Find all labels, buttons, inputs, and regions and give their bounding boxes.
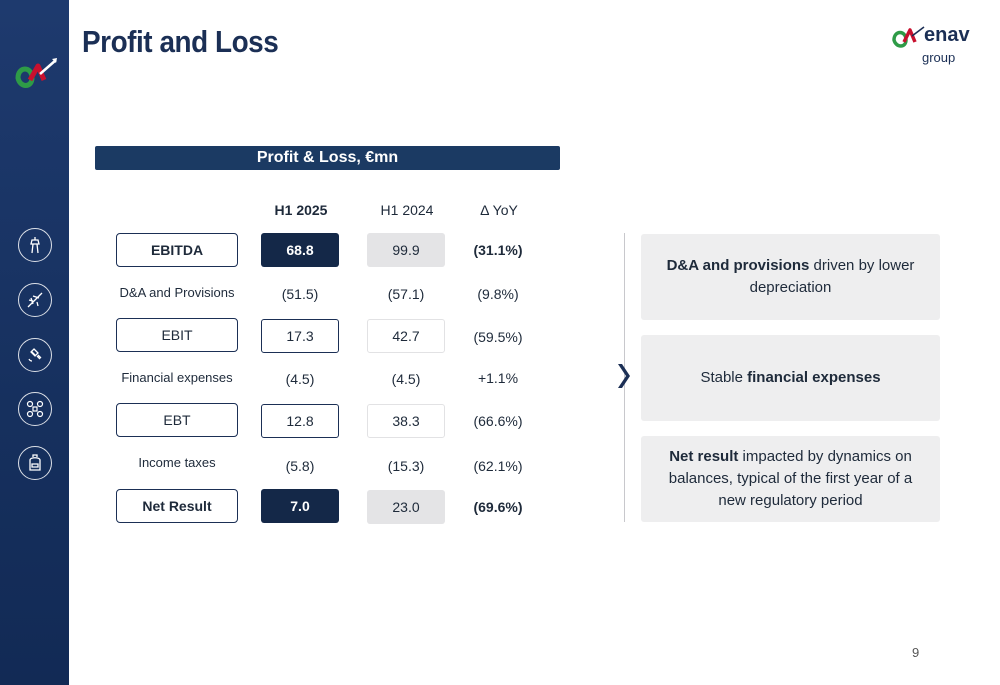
satellite-icon (18, 338, 52, 372)
cell-da-yoy: (9.8%) (477, 286, 519, 302)
note-bold-text: D&A and provisions (666, 257, 810, 274)
cell-finexp-yoy: +1.1% (477, 370, 519, 386)
row-label-da-provisions: D&A and Provisions (119, 285, 235, 300)
cell-taxes-yoy: (62.1%) (473, 458, 523, 474)
row-label-net-result: Net Result (116, 489, 238, 523)
section-header: Profit & Loss, €mn (95, 146, 560, 170)
column-header-h1-2025: H1 2025 (274, 202, 328, 218)
cell-ebitda-h1-2025: 68.8 (261, 233, 339, 267)
row-label-financial-expenses: Financial expenses (121, 370, 233, 385)
control-tower-icon (18, 228, 52, 262)
page-title: Profit and Loss (82, 24, 279, 59)
cell-net-h1-2024: 23.0 (367, 490, 445, 524)
cell-ebit-h1-2024: 42.7 (367, 319, 445, 353)
cell-finexp-h1-2025: (4.5) (285, 371, 315, 387)
vertical-divider (624, 233, 625, 522)
note-net-result: Net result impacted by dynamics on balan… (641, 436, 940, 522)
cell-da-h1-2024: (57.1) (387, 286, 425, 302)
cell-net-yoy: (69.6%) (473, 499, 523, 515)
cell-ebitda-h1-2024: 99.9 (367, 233, 445, 267)
note-financial-expenses: Stable financial expenses (641, 335, 940, 421)
page-number: 9 (912, 645, 920, 660)
column-header-yoy: Δ YoY (480, 202, 518, 218)
brand-name: enav (924, 24, 970, 46)
chevron-right-icon (618, 364, 630, 388)
note-bold-text: financial expenses (747, 369, 881, 386)
note-da-provisions: D&A and provisions driven by lower depre… (641, 234, 940, 320)
row-label-ebit: EBIT (116, 318, 238, 352)
cell-ebitda-yoy: (31.1%) (473, 242, 523, 258)
note-text: impacted by dynamics on balances, typica… (668, 448, 913, 509)
cell-taxes-h1-2025: (5.8) (285, 458, 315, 474)
cell-net-h1-2025: 7.0 (261, 489, 339, 523)
note-text: Stable (700, 369, 748, 386)
brand-subtitle: group (922, 50, 956, 65)
cell-ebt-yoy: (66.6%) (473, 413, 523, 429)
cell-taxes-h1-2024: (15.3) (387, 458, 425, 474)
note-bold-text: Net result (669, 448, 739, 465)
brand-logo: enav group (888, 22, 970, 70)
airplane-icon (18, 283, 52, 317)
enav-brand-mark-icon (892, 26, 925, 48)
enav-logo-icon (15, 58, 57, 88)
cell-finexp-h1-2024: (4.5) (391, 371, 421, 387)
column-header-h1-2024: H1 2024 (380, 202, 434, 218)
sidebar (0, 0, 69, 685)
row-label-income-taxes: Income taxes (138, 455, 216, 470)
backpack-icon (18, 446, 52, 480)
drone-icon (18, 392, 52, 426)
row-label-ebitda: EBITDA (116, 233, 238, 267)
cell-ebt-h1-2024: 38.3 (367, 404, 445, 438)
row-label-ebt: EBT (116, 403, 238, 437)
cell-ebt-h1-2025: 12.8 (261, 404, 339, 438)
note-text: driven by lower depreciation (749, 257, 915, 296)
cell-ebit-yoy: (59.5%) (473, 329, 523, 345)
cell-da-h1-2025: (51.5) (281, 286, 319, 302)
cell-ebit-h1-2025: 17.3 (261, 319, 339, 353)
